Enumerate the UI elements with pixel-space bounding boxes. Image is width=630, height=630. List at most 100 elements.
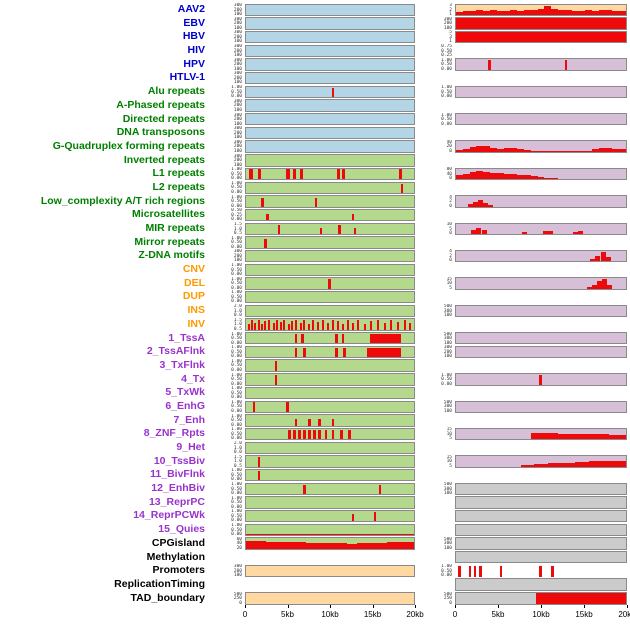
track-row: 13_ReprPC 1.00 0.50 0.00 xyxy=(0,496,630,510)
track-panel-left xyxy=(245,291,415,304)
track-panel-right xyxy=(455,167,627,181)
track-row: 9_Het 2.0 1.0 0.0 xyxy=(0,441,630,455)
y-tick-label: 0.00 xyxy=(231,518,242,524)
y-tick-label: 100 xyxy=(233,162,242,168)
data-bar xyxy=(612,149,626,152)
data-bar xyxy=(249,169,253,180)
y-tick-label: 0.50 xyxy=(231,363,242,369)
y-tick-label: 300 xyxy=(233,57,242,63)
data-bar xyxy=(274,361,278,371)
y-tick-label: 200 xyxy=(233,7,242,13)
data-bar xyxy=(363,323,366,330)
y-tick-label: 200 xyxy=(233,130,242,136)
data-bar xyxy=(400,183,404,193)
data-bar xyxy=(267,319,270,330)
data-bar xyxy=(341,323,344,330)
data-bar xyxy=(366,542,378,549)
track-panel-right xyxy=(455,592,627,605)
data-bar xyxy=(336,543,347,549)
y-tick-label: 200 xyxy=(233,34,242,40)
data-bar xyxy=(351,514,355,522)
data-bar xyxy=(403,319,406,330)
y-tick-label: 300 xyxy=(233,126,242,132)
track-panel-left xyxy=(245,551,415,563)
data-bar xyxy=(301,333,304,344)
data-bar xyxy=(266,541,277,549)
y-axis-tick-labels: 300 200 100 xyxy=(205,58,245,72)
track-label: HBV xyxy=(182,30,205,43)
x-axis-tick xyxy=(287,605,289,609)
track-label: INS xyxy=(187,304,205,317)
y-tick-label: 300 xyxy=(233,153,242,159)
track-panel-left xyxy=(245,72,415,85)
track-row: DNA transposons 300 200 100 xyxy=(0,126,630,140)
track-panel-right xyxy=(455,373,627,386)
track-label: L2 repeats xyxy=(152,180,205,193)
track-panel-right xyxy=(455,469,627,481)
track-panel-left xyxy=(245,208,415,222)
y-tick-label: 0.50 xyxy=(231,171,242,177)
x-axis-row: 0 5kb 10kb 15kb 20kb 0 5kb 10kb 15kb 20kb xyxy=(243,605,630,625)
track-row: 14_ReprPCWk 1.00 0.50 0.00 xyxy=(0,509,630,523)
track-panel-left xyxy=(245,44,415,58)
track-row: Alu repeats 1.00 0.50 0.00 1.00 0.50 0.00 xyxy=(0,85,630,99)
y-tick-label: 100 xyxy=(443,491,452,496)
data-bar xyxy=(575,434,592,440)
data-bar xyxy=(256,541,267,549)
y-tick-label: 200 xyxy=(233,48,242,54)
y-tick-label: 0.00 xyxy=(231,381,242,387)
track-panel-right xyxy=(455,182,627,194)
data-bar xyxy=(294,319,297,330)
track-panel-left xyxy=(245,195,415,208)
track-label: 5_TxWk xyxy=(165,386,205,399)
data-bar xyxy=(276,541,287,549)
data-bar xyxy=(308,323,311,330)
data-bar xyxy=(605,148,613,152)
y-tick-label: 0.50 xyxy=(231,349,242,355)
y-tick-label: 0.50 xyxy=(231,390,242,396)
y-axis-tick-labels: 40 20 0 xyxy=(415,140,455,154)
y-tick-label: 500 xyxy=(443,591,452,597)
track-label: DUP xyxy=(182,290,205,303)
y-axis-tick-labels xyxy=(415,523,455,537)
data-bar xyxy=(571,10,579,15)
x-axis-tick xyxy=(455,605,456,609)
y-axis-tick-labels: 1.00 0.50 0.00 xyxy=(205,332,245,346)
track-panel-right xyxy=(455,442,627,454)
y-tick-label: 0.50 xyxy=(231,472,242,478)
data-bar xyxy=(254,322,257,330)
track-panel-right xyxy=(455,400,627,413)
track-label: HPV xyxy=(183,57,205,70)
x-axis-tick xyxy=(541,605,542,609)
track-panel-right xyxy=(455,113,627,126)
data-bar xyxy=(251,320,254,330)
y-tick-label: 1.00 xyxy=(231,372,242,378)
y-tick-label: 0.00 xyxy=(231,367,242,373)
data-bar xyxy=(257,169,262,180)
y-tick-label: 0.00 xyxy=(231,354,242,359)
data-bar xyxy=(282,319,285,330)
track-panel-right xyxy=(455,30,627,44)
track-panel-left xyxy=(245,523,415,537)
data-bar xyxy=(348,429,351,440)
y-axis-tick-labels: 1.00 0.50 0.00 xyxy=(205,290,245,304)
y-tick-label: 500 xyxy=(443,482,452,488)
data-bar xyxy=(264,321,267,330)
x-axis-tick xyxy=(498,605,499,609)
track-panel-right xyxy=(455,414,627,426)
y-tick-label: 0 xyxy=(449,258,452,264)
y-tick-label: 1.00 xyxy=(441,85,452,91)
y-tick-label: 1.00 xyxy=(231,85,242,91)
y-tick-label: 60 xyxy=(236,536,242,542)
track-panel-right xyxy=(455,523,627,537)
y-axis-tick-labels: 1.00 0.50 0.00 xyxy=(205,482,245,496)
track-panel-left xyxy=(245,482,415,496)
data-bar xyxy=(326,323,329,330)
y-axis-tick-labels: 0.50 0.25 0.00 xyxy=(205,208,245,222)
track-label: 1_TssA xyxy=(168,331,205,344)
data-bar xyxy=(537,176,545,180)
y-tick-label: 100 xyxy=(233,135,242,140)
data-bar xyxy=(266,214,269,221)
data-bar xyxy=(257,319,260,330)
track-panel-left xyxy=(245,154,415,167)
